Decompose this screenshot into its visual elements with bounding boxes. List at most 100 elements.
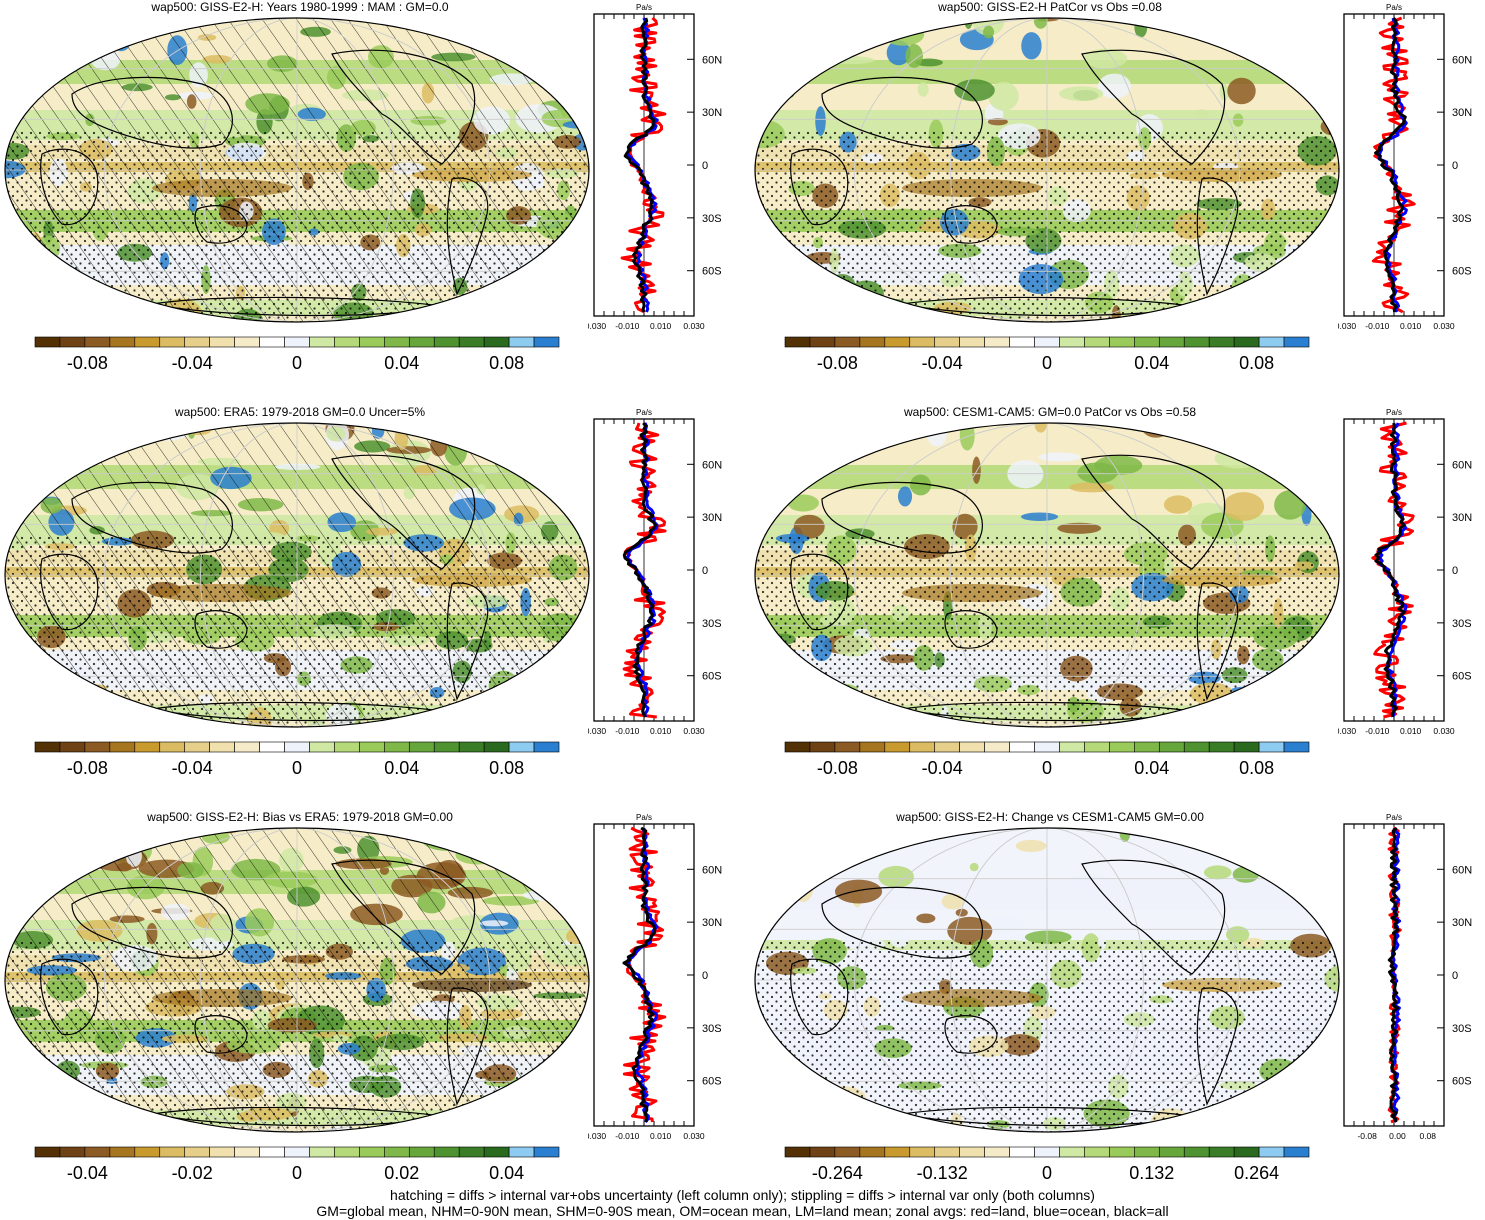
lat-tick-label: 60S: [1452, 266, 1472, 278]
colorbar-swatch: [810, 1147, 835, 1157]
colorbar-swatch: [359, 1147, 384, 1157]
lat-tick-label: 30S: [1452, 1023, 1472, 1035]
colorbar-swatch: [185, 337, 210, 347]
lat-tick-label: 0: [1452, 565, 1458, 577]
zonal-x-tick-label: 0.010: [650, 726, 672, 736]
colorbar-swatch: [409, 742, 434, 752]
zonal-x-tick-label: 0.010: [1400, 726, 1422, 736]
colorbar-swatch: [1259, 337, 1284, 347]
colorbar-swatch: [1109, 742, 1134, 752]
panel-6: wap500: GISS-E2-H: Change vs CESM1-CAM5 …: [750, 810, 1485, 1215]
colorbar-swatch: [384, 337, 409, 347]
colorbar-swatch: [860, 1147, 885, 1157]
zonal-x-tick-label: 0.010: [650, 321, 672, 331]
lat-tick-label: 30N: [702, 917, 722, 929]
zonal-x-tick-label: -0.010: [1365, 726, 1389, 736]
colorbar-swatch: [1184, 1147, 1209, 1157]
lat-tick-label: 30S: [702, 618, 722, 630]
colorbar-swatch: [160, 1147, 185, 1157]
colorbar-swatch: [135, 1147, 160, 1157]
colorbar-swatch: [1234, 1147, 1259, 1157]
panel-title: wap500: CESM1-CAM5: GM=0.0 PatCor vs Obs…: [750, 405, 1350, 419]
colorbar-swatch: [35, 1147, 60, 1157]
colorbar-swatch: [85, 742, 110, 752]
panel-title: wap500: GISS-E2-H: Change vs CESM1-CAM5 …: [750, 810, 1350, 824]
colorbar-swatch: [835, 742, 860, 752]
colorbar-swatch: [309, 742, 334, 752]
colorbar-tick-label: 0.132: [1129, 1163, 1174, 1183]
colorbar-swatch: [1035, 742, 1060, 752]
colorbar-swatch: [935, 337, 960, 347]
colorbar-swatch: [135, 337, 160, 347]
colorbar-tick-label: 0.08: [1239, 758, 1274, 778]
colorbar-tick-label: 0.04: [489, 1163, 524, 1183]
colorbar-tick-label: -0.08: [67, 353, 108, 373]
colorbar-tick-label: 0: [1042, 353, 1052, 373]
colorbar-swatch: [110, 1147, 135, 1157]
colorbar-swatch: [135, 742, 160, 752]
panel-4: wap500: CESM1-CAM5: GM=0.0 PatCor vs Obs…: [750, 405, 1485, 810]
colorbar-swatch: [835, 337, 860, 347]
colorbar-swatch: [885, 337, 910, 347]
colorbar-swatch: [235, 1147, 260, 1157]
zonal-x-tick-label: -0.030: [1338, 321, 1356, 331]
colorbar-tick-label: -0.04: [922, 353, 963, 373]
colorbar-swatch: [60, 1147, 85, 1157]
map-plot: [2, 824, 592, 1136]
colorbar-swatch: [334, 742, 359, 752]
lat-tick-label: 30N: [1452, 512, 1472, 524]
colorbar-tick-label: 0.264: [1234, 1163, 1279, 1183]
colorbar-swatch: [1284, 1147, 1309, 1157]
colorbar-swatch: [860, 742, 885, 752]
colorbar-swatch: [985, 1147, 1010, 1157]
colorbar-swatch: [1010, 1147, 1035, 1157]
colorbar-swatch: [1184, 337, 1209, 347]
panel-title: wap500: GISS-E2-H: Years 1980-1999 : MAM…: [0, 0, 600, 14]
colorbar-swatch: [434, 337, 459, 347]
colorbar-swatch: [960, 1147, 985, 1157]
zonal-x-tick-label: 0.08: [1419, 1131, 1436, 1141]
lat-tick-label: 60N: [1452, 54, 1472, 66]
zonal-x-tick-label: -0.030: [1338, 726, 1356, 736]
zonal-units-label: Pa/s: [1386, 813, 1402, 822]
colorbar-swatch: [285, 1147, 310, 1157]
colorbar-swatch: [235, 742, 260, 752]
zonal-x-tick-label: -0.08: [1357, 1131, 1377, 1141]
colorbar-tick-label: 0: [1042, 758, 1052, 778]
colorbar-swatch: [384, 1147, 409, 1157]
colorbar-swatch: [110, 337, 135, 347]
colorbar-swatch: [260, 1147, 285, 1157]
colorbar-swatch: [935, 1147, 960, 1157]
colorbar-swatch: [210, 742, 235, 752]
lat-tick-label: 30N: [1452, 107, 1472, 119]
zonal-x-tick-label: -0.010: [1365, 321, 1389, 331]
colorbar-swatch: [285, 742, 310, 752]
colorbar-swatch: [1109, 337, 1134, 347]
zonal-x-tick-label: 0.030: [1433, 321, 1455, 331]
map-plot: [752, 14, 1342, 326]
colorbar-swatch: [1209, 1147, 1234, 1157]
colorbar-swatch: [85, 337, 110, 347]
colorbar-tick-label: 0.02: [384, 1163, 419, 1183]
panel-title: wap500: GISS-E2-H PatCor vs Obs =0.08: [750, 0, 1350, 14]
colorbar-swatch: [810, 337, 835, 347]
lat-tick-label: 30N: [1452, 917, 1472, 929]
colorbar-swatch: [509, 742, 534, 752]
colorbar-tick-label: -0.04: [67, 1163, 108, 1183]
footer-line-2: GM=global mean, NHM=0-90N mean, SHM=0-90…: [0, 1203, 1485, 1220]
colorbar-tick-label: 0: [1042, 1163, 1052, 1183]
lat-tick-label: 60N: [702, 54, 722, 66]
colorbar-swatch: [110, 742, 135, 752]
lat-tick-label: 60S: [1452, 1076, 1472, 1088]
colorbar-swatch: [534, 742, 559, 752]
colorbar-swatch: [1134, 1147, 1159, 1157]
colorbar-swatch: [1234, 742, 1259, 752]
lat-tick-label: 30N: [702, 512, 722, 524]
colorbar-tick-label: 0.08: [489, 353, 524, 373]
